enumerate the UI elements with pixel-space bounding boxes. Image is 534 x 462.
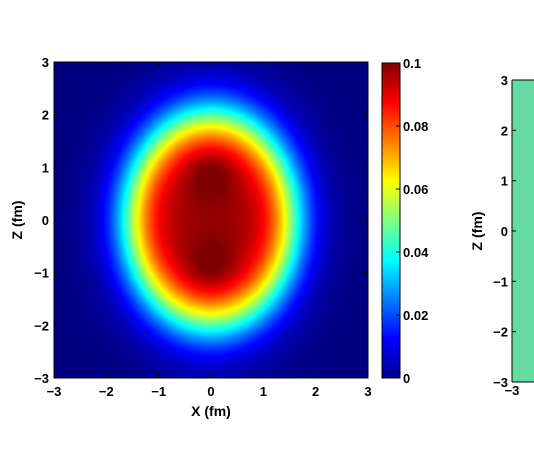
y-tick-label: 0 [42, 213, 49, 228]
y-tick-label: −1 [34, 266, 49, 281]
y-tick-label: −2 [34, 318, 49, 333]
y-tick-label: 2 [42, 108, 49, 123]
x-tick-label: −2 [99, 384, 114, 399]
x-axis-label: X (fm) [191, 403, 231, 419]
x-tick-label: 3 [364, 384, 371, 399]
colorbar-ticks: 0 0.02 0.04 0.06 0.08 0.1 [396, 56, 429, 386]
y-tick-label: 3 [501, 73, 508, 88]
y-axis-label: Z (fm) [9, 201, 25, 240]
heatmap-2-edge [512, 80, 534, 382]
y-tick-label: −3 [34, 371, 49, 386]
x-tick-label: 0 [207, 384, 214, 399]
colorbar-tick-label: 0 [403, 371, 410, 386]
y-tick-label: 0 [501, 224, 508, 239]
x-axis-ticks-2: −3 [505, 383, 520, 398]
heatmap-panel-2: −3 −2 −1 0 1 2 3 −3 Z (fm) [469, 73, 534, 398]
y-tick-label: 2 [501, 123, 508, 138]
colorbar-tick-label: 0.1 [403, 56, 421, 71]
heatmap-image [54, 62, 368, 378]
colorbar-tick-label: 0.06 [403, 182, 428, 197]
x-tick-label: −3 [505, 383, 520, 398]
y-tick-label: −1 [493, 274, 508, 289]
x-axis-ticks: −3 −2 −1 0 1 2 3 [47, 62, 372, 399]
y-tick-label: −2 [493, 325, 508, 340]
y-tick-label: 1 [42, 160, 49, 175]
x-tick-label: −1 [151, 384, 166, 399]
x-tick-label: −3 [47, 384, 62, 399]
y-tick-label: −3 [493, 375, 508, 390]
y-axis-ticks: −3 −2 −1 0 1 2 3 [34, 55, 368, 386]
colorbar-gradient [381, 62, 401, 379]
y-tick-label: 1 [501, 174, 508, 189]
colorbar: 0 0.02 0.04 0.06 0.08 0.1 [381, 56, 429, 386]
y-tick-label: 3 [42, 55, 49, 70]
x-tick-label: 2 [312, 384, 319, 399]
x-tick-label: 1 [260, 384, 267, 399]
y-axis-label-2: Z (fm) [469, 212, 485, 251]
colorbar-tick-label: 0.02 [403, 308, 428, 323]
heatmap-panel-1: −3 −2 −1 0 1 2 3 −3 −2 −1 0 1 2 3 X (fm) Z (fm) [9, 55, 372, 419]
colorbar-tick-label: 0.08 [403, 119, 428, 134]
y-axis-ticks-2: −3 −2 −1 0 1 2 3 [493, 73, 516, 390]
colorbar-tick-label: 0.04 [403, 245, 429, 260]
